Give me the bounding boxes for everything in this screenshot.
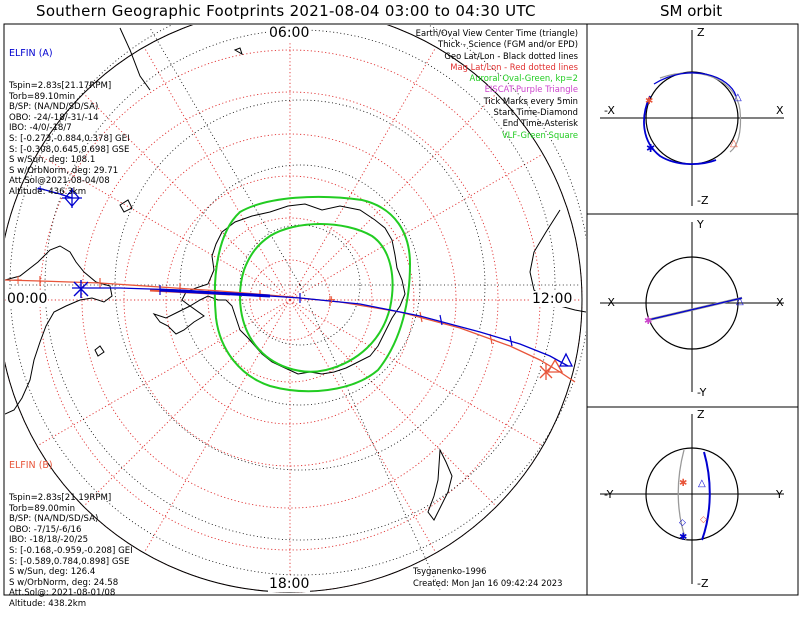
elfin-b-info-line: Att.Sol@: 2021-08-01/08 [9,588,116,599]
island [94,345,105,357]
model-credit: Tsyganenko-1996 [413,566,487,576]
elfin-b-info-line: S w/OrbNorm, deg: 24.58 [9,577,119,588]
footprint-map: + + + [3,23,799,596]
elfin-a-info-line: Tspin=2.83s[21.17RPM] [9,80,112,91]
peninsula-coast [152,305,205,335]
elfin-b-view-triangle [546,358,564,373]
elfin-a-view-triangle [558,352,574,367]
svg-text:✱: ✱ [646,142,655,155]
orbit1-bottom-label: -Z [697,194,709,207]
elfin-b-info-line: Altitude: 438.2km [9,598,87,609]
elfin-b-lines: Tspin=2.83s[21.19RPM] Torb=89.00min B/SP: … [9,493,133,610]
elfin-a-ticks [159,285,513,347]
hour-label-right: 12:00 [531,291,574,307]
svg-text:◇: ◇ [679,518,686,528]
svg-text:✱: ✱ [644,316,652,327]
svg-text:△: △ [730,138,738,149]
hour-label-left: 00:00 [6,291,49,307]
svg-text:△: △ [734,92,742,103]
legend: Earth/Oval View Center Time (triangle) Th… [416,28,578,141]
elfin-b-info-line: B/SP: (NA/ND/SD/SA) [9,514,99,525]
horizon-circle [5,25,583,593]
map-center-marker: + [327,293,336,306]
svg-text:◇: ◇ [700,515,707,525]
elfin-b-name: ELFIN (B) [9,460,53,472]
elfin-b-info-line: S: [-0.168,-0.959,-0.208] GEI [9,545,133,556]
orbit1-right-label: X [776,104,784,117]
svg-text:△: △ [698,478,706,489]
legend-item: EISCAT-Purple Triangle [484,84,578,95]
orbit-panel-xy: ✱ △ [600,222,784,392]
orbit2-bottom-label: -Y [697,386,707,399]
orbit3-bottom-label: -Z [697,577,709,590]
elfin-a-info-line: IBO: -4/0/-18/7 [9,123,72,134]
elfin-a-info-line: Altitude: 436.3km [9,186,87,197]
elfin-a-info: ELFIN (A) Tspin=2.83s[21.17RPM] Torb=89.1… [9,28,130,208]
auroral-oval-outer [213,195,412,393]
orbit1-top-label: Z [697,26,705,39]
svg-text:✱: ✱ [645,96,653,107]
elfin-a-info-line: S: [-0.308,0.645,0.698] GSE [9,144,130,155]
antarctica-coast [181,203,406,375]
orbit1-left-label: -X [604,104,615,117]
island [233,47,243,56]
elfin-a-start-tick: + [36,184,44,195]
elfin-b-info-line: IBO: -18/18/-20/25 [9,535,89,546]
elfin-b-info-line: S w/Sun, deg: 126.4 [9,567,96,578]
elfin-a-info-line: Torb=89.10min [9,91,76,102]
orbit3-right-label: Y [776,488,783,501]
elfin-b-info-line: S: [-0.589,0.784,0.898] GSE [9,556,130,567]
elfin-b-start-marker: + [13,273,23,287]
orbit3-left-label: -Y [604,488,614,501]
legend-item: Earth/Oval View Center Time (triangle) [415,28,578,38]
legend-item: VLF-Green Square [501,129,578,140]
legend-item: Geo Lat/Lon - Black dotted lines [444,50,578,61]
created-timestamp: Created: Mon Jan 16 09:42:24 2023 [413,578,563,588]
elfin-a-science-segment [159,288,271,298]
elfin-b-info-line: Tspin=2.83s[21.19RPM] [9,492,112,503]
legend-item: Mag Lat/Lon - Red dotted lines [450,61,578,72]
orbit-title: SM orbit [660,2,723,20]
elfin-a-lines: Tspin=2.83s[21.17RPM] Torb=89.10min B/SP: … [9,81,130,198]
legend-item: Tick Marks every 5min [483,95,578,106]
elfin-b-info-line: OBO: -7/15/-6/16 [9,524,82,535]
elfin-a-end-asterisk [73,280,89,298]
africa-coast [119,27,151,91]
island [119,199,133,213]
orbit3-top-label: Z [697,408,705,421]
south-america-coast [5,245,113,415]
hour-label-top: 06:00 [268,25,311,41]
orbit2-top-label: Y [697,218,704,231]
elfin-a-info-line: S w/Sun, deg: 108.1 [9,155,96,166]
legend-item: End Time-Asterisk [502,118,578,129]
legend-item: Start Time-Diamond [493,107,578,118]
elfin-a-start-diamond [62,188,82,208]
page-title: Southern Geographic Footprints 2021-08-0… [36,2,536,20]
orbit-panel-yz: △ ✱ ◇ ✱ ◇ [600,414,784,584]
elfin-b-info-line: Torb=89.00min [9,503,76,514]
elfin-a-info-line: Att.Sol@2021-08-04/08 [9,176,110,187]
orbit-panel-xz: △ ✱ △ ✱ [600,30,784,206]
elfin-b-ticks [39,276,493,345]
legend-item: Thick - Science (FGM and/or EPD) [437,39,578,50]
svg-text:✱: ✱ [679,532,687,543]
elfin-a-info-line: B/SP: (NA/ND/SD/SA) [9,102,99,113]
orbit2-left-label: -X [604,296,615,309]
elfin-a-info-line: S: [-0.273,-0.884,0.378] GEI [9,133,130,144]
auroral-oval-inner [239,223,394,373]
hour-label-bottom: 18:00 [268,576,311,592]
orbit2-right-label: X [776,296,784,309]
elfin-a-name: ELFIN (A) [9,48,53,60]
legend-item: Auroral Oval-Green, kp=2 [469,73,578,84]
elfin-a-start-track [37,187,73,199]
elfin-b-info: ELFIN (B) Tspin=2.83s[21.19RPM] Torb=89.0… [9,440,133,620]
svg-text:△: △ [736,296,744,307]
elfin-a-info-line: S w/OrbNorm, deg: 29.71 [9,165,119,176]
new-zealand-coast [427,448,453,521]
orbit-frame-yz [586,406,799,596]
svg-text:✱: ✱ [679,478,687,489]
elfin-a-info-line: OBO: -24/-18/-31/-14 [9,112,99,123]
australia-coast [529,209,586,313]
